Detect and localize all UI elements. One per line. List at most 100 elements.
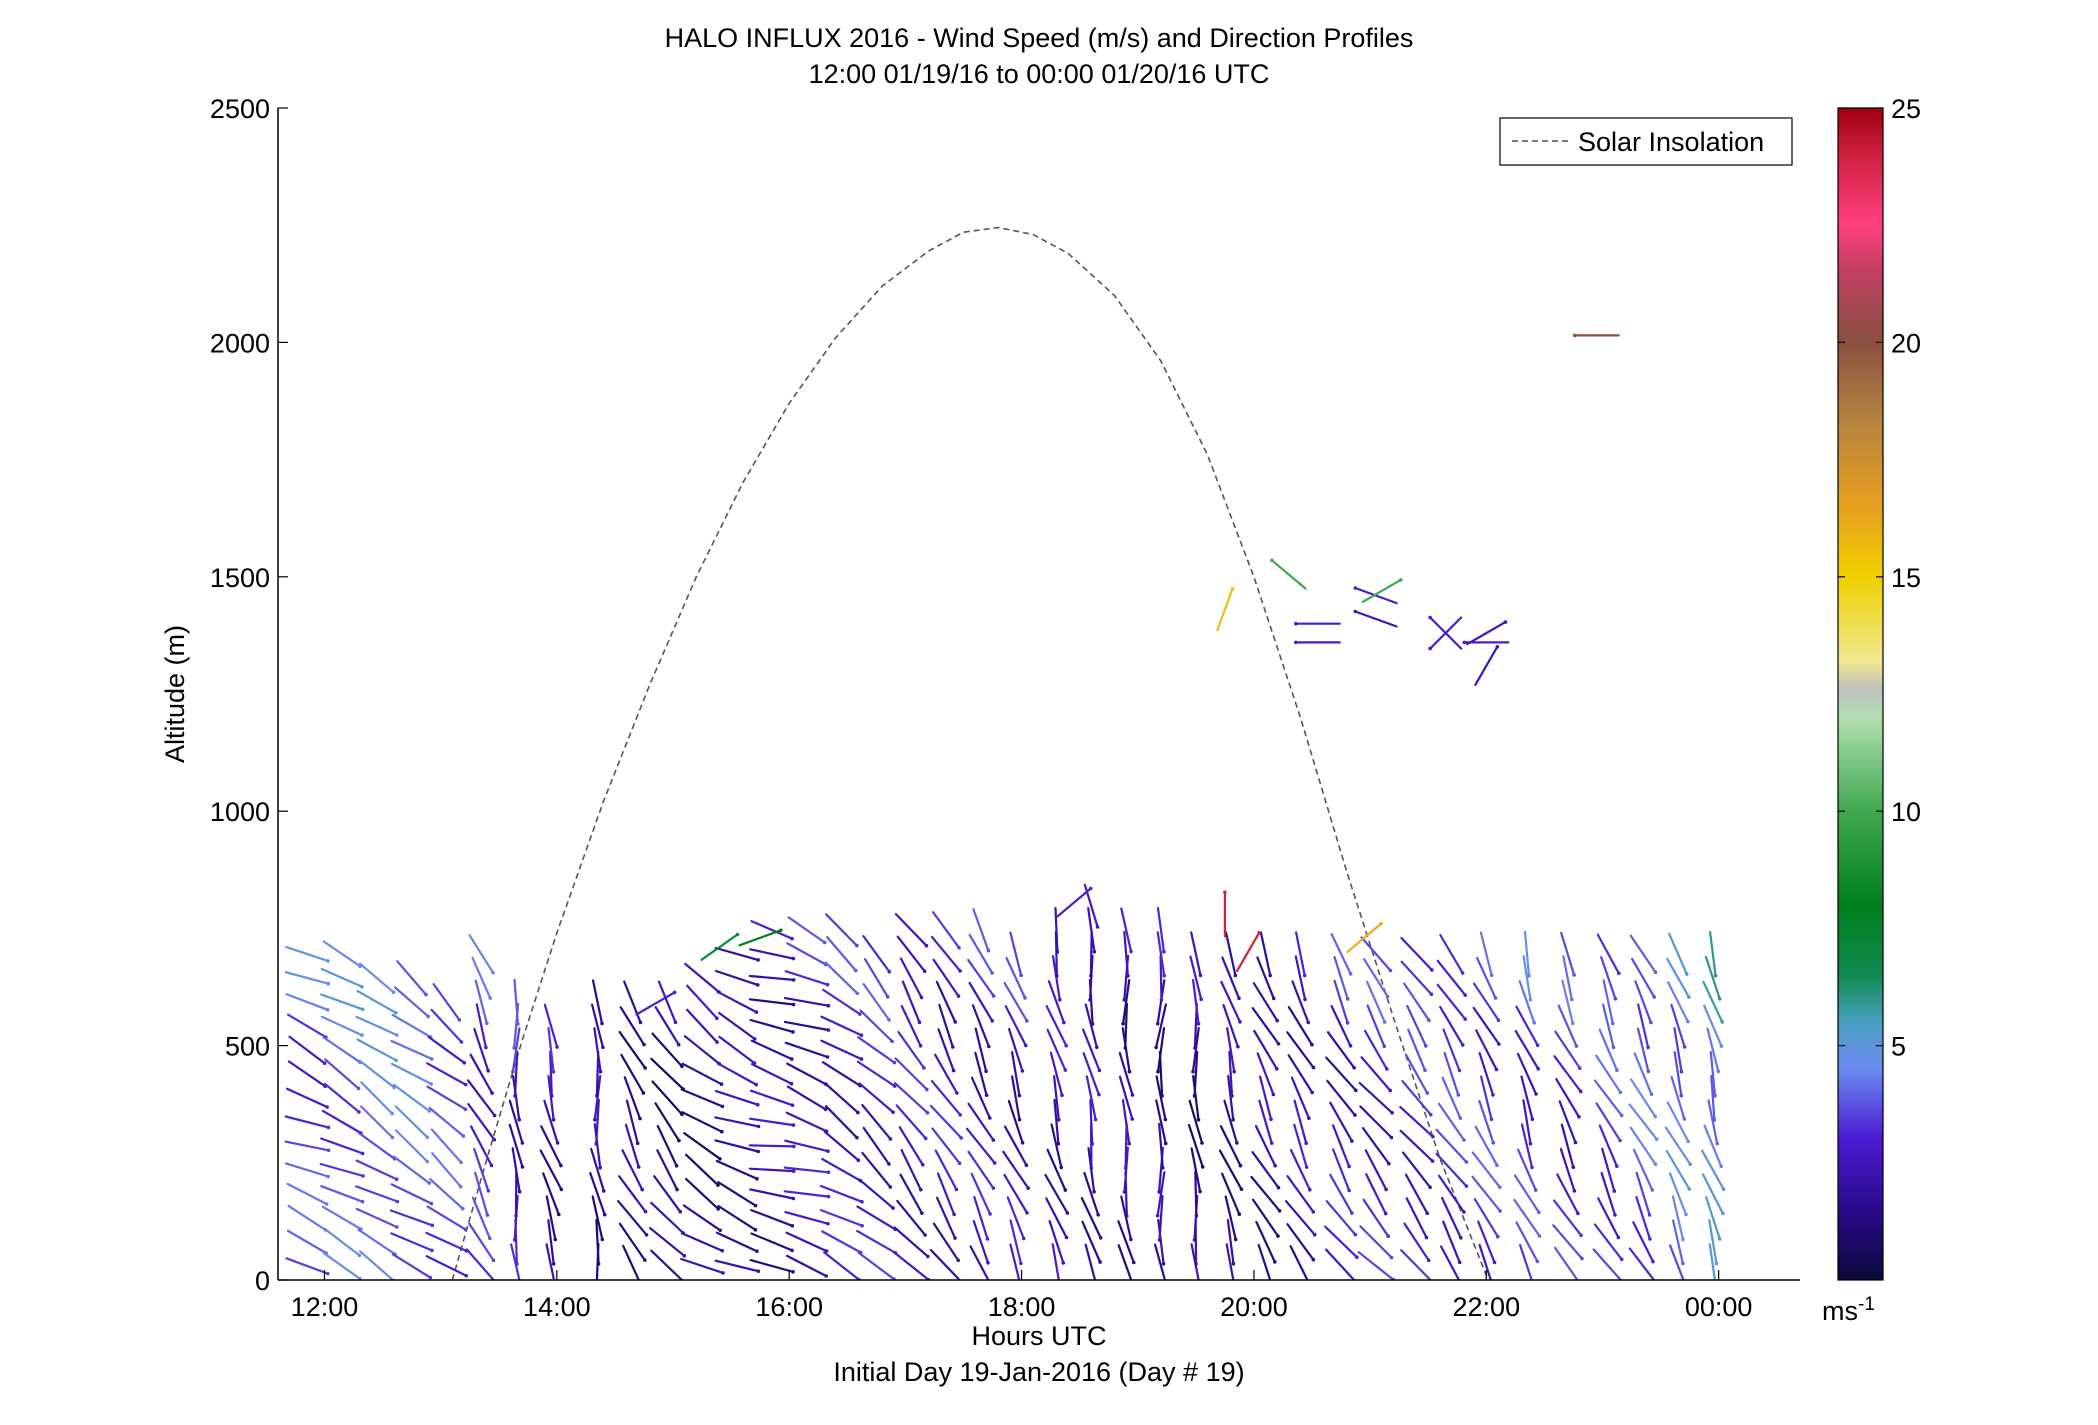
wind-barb-tip — [1492, 1260, 1497, 1265]
wind-barb-tip — [984, 1069, 988, 1074]
wind-barb — [390, 1232, 433, 1252]
wind-barb — [786, 1062, 828, 1086]
wind-barb — [359, 1250, 395, 1280]
wind-barb-tip — [430, 1248, 434, 1253]
wind-barb-tip — [954, 1187, 959, 1192]
wind-barb — [1284, 1200, 1316, 1236]
wind-barb — [974, 1051, 988, 1097]
x-tick-label: 22:00 — [1453, 1292, 1521, 1322]
wind-barb-tip — [1062, 1020, 1066, 1025]
wind-barb — [285, 945, 329, 963]
wind-barb-tip — [595, 1094, 599, 1098]
wind-barb — [1520, 1075, 1534, 1121]
wind-barb — [287, 1013, 327, 1039]
wind-barb-tip — [924, 943, 929, 948]
wind-barb — [1600, 1171, 1617, 1217]
wind-barb — [967, 1102, 995, 1142]
wind-barb — [684, 1177, 720, 1211]
wind-barb — [358, 962, 395, 994]
wind-barb-tip — [1428, 646, 1432, 651]
wind-barb-tip — [1160, 1094, 1164, 1098]
wind-barb-tip — [1496, 1234, 1500, 1239]
wind-barb-tip — [1463, 1017, 1467, 1021]
wind-barb-tip — [1353, 1113, 1357, 1117]
wind-barb — [863, 957, 889, 998]
wind-barb-tip — [1269, 1117, 1273, 1122]
wind-barb — [862, 934, 891, 973]
wind-barb — [471, 956, 492, 1000]
wind-barb-tip — [1304, 1165, 1309, 1169]
wind-barb — [1592, 1248, 1623, 1280]
wind-barb — [1003, 1125, 1028, 1167]
wind-barb — [714, 1089, 759, 1106]
wind-barb-tip — [1495, 1163, 1499, 1167]
wind-barb-tip — [1157, 1190, 1161, 1194]
wind-barb — [750, 1039, 793, 1061]
wind-barb — [1049, 1051, 1064, 1097]
wind-barb-tip — [326, 959, 330, 963]
wind-barb — [1553, 1246, 1579, 1280]
wind-barb-tip — [891, 1206, 895, 1210]
wind-barb — [1632, 1221, 1655, 1263]
wind-barb — [285, 992, 329, 1011]
wind-barb-tip — [720, 1104, 725, 1109]
wind-barb — [974, 1027, 988, 1073]
wind-barb-tip — [551, 1118, 556, 1122]
wind-barb — [322, 940, 362, 968]
wind-barb — [858, 1178, 895, 1210]
wind-barb — [473, 1147, 490, 1192]
wind-barb — [1235, 931, 1261, 973]
wind-barb — [1256, 1052, 1275, 1096]
wind-barb-tip — [1236, 1044, 1240, 1049]
wind-barb — [650, 1057, 685, 1091]
wind-barb — [621, 1149, 644, 1191]
wind-barb — [1289, 1245, 1309, 1280]
wind-barb — [1556, 1173, 1580, 1215]
wind-barb — [1401, 1079, 1432, 1116]
wind-barb-tip — [1017, 1093, 1022, 1098]
wind-barb — [320, 993, 364, 1011]
wind-barb-tip — [463, 1107, 468, 1111]
wind-barb-tip — [1572, 973, 1576, 977]
wind-barb — [1153, 1243, 1167, 1280]
wind-barb-tip — [1384, 1187, 1388, 1192]
wind-barb — [286, 1182, 328, 1206]
wind-barb — [513, 1050, 519, 1098]
wind-barb — [1517, 1148, 1537, 1192]
wind-barb — [431, 1152, 462, 1188]
wind-barb — [1048, 1219, 1065, 1265]
wind-barb-tip — [719, 1082, 724, 1086]
wind-barb-tip — [1347, 1188, 1351, 1193]
legend: Solar Insolation — [1499, 117, 1793, 166]
wind-barb — [856, 1060, 896, 1088]
wind-barb-tip — [1306, 1020, 1311, 1025]
colorbar-unit-label: ms-1 — [1822, 1294, 1875, 1326]
wind-barb-tip — [754, 1010, 759, 1014]
wind-barb-tip — [755, 1177, 759, 1181]
wind-barb — [717, 1011, 756, 1041]
colorbar-fill — [1837, 107, 1884, 1281]
wind-barb-tip — [1383, 1211, 1388, 1216]
wind-barb — [1192, 1074, 1200, 1121]
wind-barb — [322, 1252, 361, 1280]
wind-barb-tip — [553, 1237, 558, 1242]
wind-barb — [1360, 1056, 1392, 1092]
wind-barb-tip — [1430, 1159, 1435, 1163]
wind-barb — [1123, 1146, 1129, 1194]
wind-barb-tip — [1681, 1237, 1685, 1242]
wind-barb — [1473, 1198, 1499, 1238]
wind-barb — [1407, 1028, 1427, 1072]
wind-barb-tip — [1192, 1094, 1197, 1098]
wind-barb-tip — [887, 1162, 891, 1166]
wind-barb-tip — [1096, 1213, 1100, 1217]
wind-barb — [784, 1210, 830, 1225]
wind-barb — [824, 913, 859, 947]
wind-barb-tip — [516, 1022, 520, 1026]
wind-barb-tip — [1494, 1067, 1499, 1072]
wind-barb-tip — [682, 1254, 687, 1258]
wind-barb — [1400, 936, 1433, 972]
wind-barb — [390, 1062, 433, 1086]
wind-barb-tip — [990, 971, 994, 975]
wind-barb — [1159, 954, 1163, 1002]
wind-barb — [857, 1251, 896, 1280]
